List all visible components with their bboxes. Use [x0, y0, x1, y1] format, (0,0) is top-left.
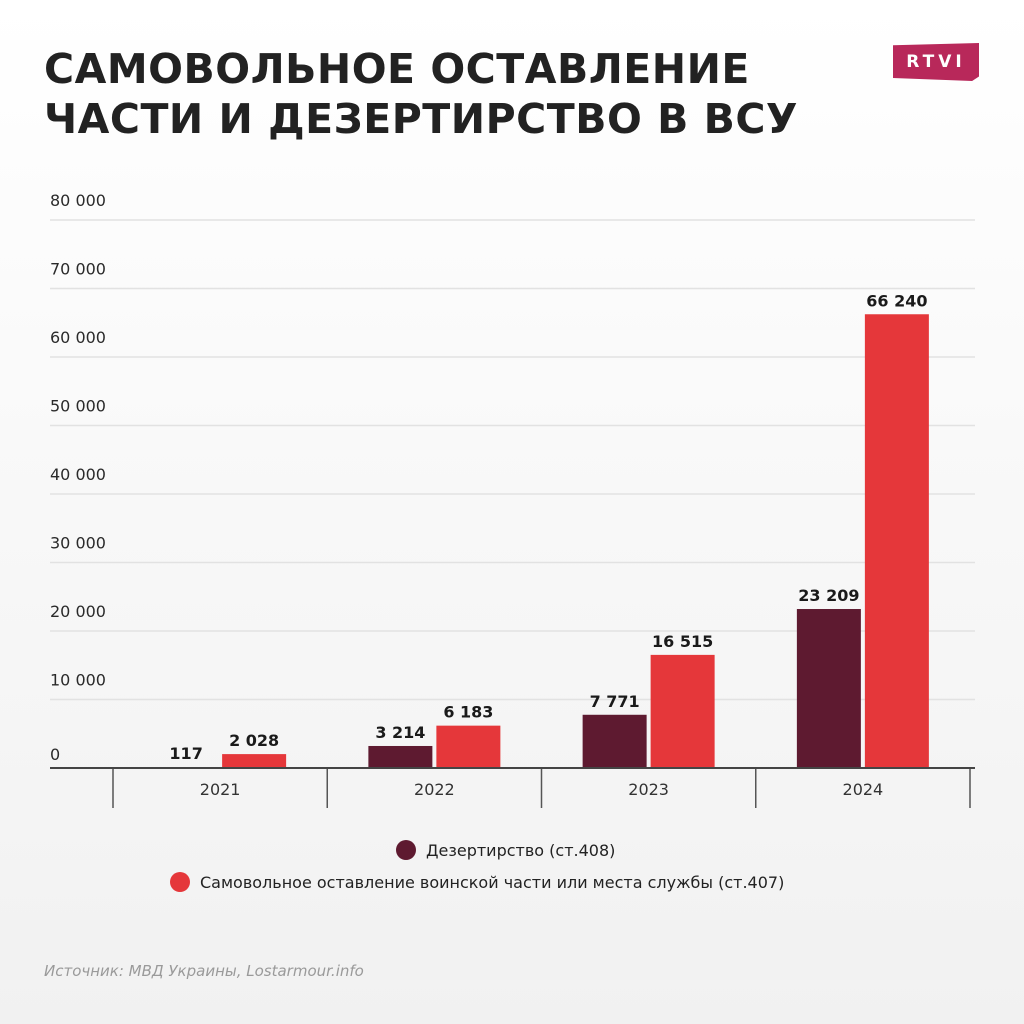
bar-awol-2021 [222, 754, 287, 768]
data-label: 23 209 [798, 586, 859, 605]
bar-desertion-2024 [796, 609, 861, 768]
data-label: 117 [169, 744, 202, 763]
data-label: 66 240 [866, 291, 927, 310]
y-tick-label: 70 000 [50, 260, 106, 279]
data-label: 7 771 [590, 692, 640, 711]
bar-desertion-2022 [368, 745, 433, 768]
source-note: Источник: МВД Украины, Lostarmour.info [44, 962, 364, 980]
y-tick-label: 0 [50, 745, 60, 764]
x-tick-label: 2021 [200, 780, 241, 799]
bar-desertion-2023 [582, 714, 647, 768]
bar-chart: 0 10 000 20 000 30 000 40 000 50 000 60 000 70 … [50, 191, 975, 808]
legend-label-awol: Самовольное оставление воинской части ил… [200, 872, 785, 892]
legend-item-awol: Самовольное оставление воинской части ил… [170, 872, 784, 892]
data-label: 6 183 [443, 703, 493, 722]
y-tick-label: 50 000 [50, 397, 106, 416]
bar-awol-2022 [436, 725, 501, 768]
legend-dot-awol [170, 872, 190, 892]
x-tick-label: 2024 [843, 780, 884, 799]
y-tick-label: 40 000 [50, 465, 106, 484]
rtvi-logo: RTVI [893, 43, 979, 81]
data-label: 2 028 [229, 731, 279, 750]
y-tick-label: 10 000 [50, 671, 106, 690]
bar-awol-2023 [650, 654, 715, 768]
legend-item-desertion: Дезертирство (ст.408) [396, 840, 615, 860]
bar-awol-2024 [864, 314, 929, 768]
y-tick-label: 60 000 [50, 328, 106, 347]
legend-dot-desertion [396, 840, 416, 860]
data-label: 16 515 [652, 632, 713, 651]
legend-label-desertion: Дезертирство (ст.408) [426, 840, 616, 860]
x-tick-label: 2023 [628, 780, 669, 799]
title-line-2: ЧАСТИ И ДЕЗЕРТИРСТВО В ВСУ [44, 95, 799, 143]
chart-title: САМОВОЛЬНОЕ ОСТАВЛЕНИЕ ЧАСТИ И ДЕЗЕРТИРСТ… [44, 44, 798, 144]
y-tick-label: 20 000 [50, 602, 106, 621]
data-label: 3 214 [375, 723, 425, 742]
y-tick-label: 80 000 [50, 191, 106, 210]
y-tick-label: 30 000 [50, 534, 106, 553]
x-tick-label: 2022 [414, 780, 455, 799]
title-line-1: САМОВОЛЬНОЕ ОСТАВЛЕНИЕ [44, 45, 750, 93]
